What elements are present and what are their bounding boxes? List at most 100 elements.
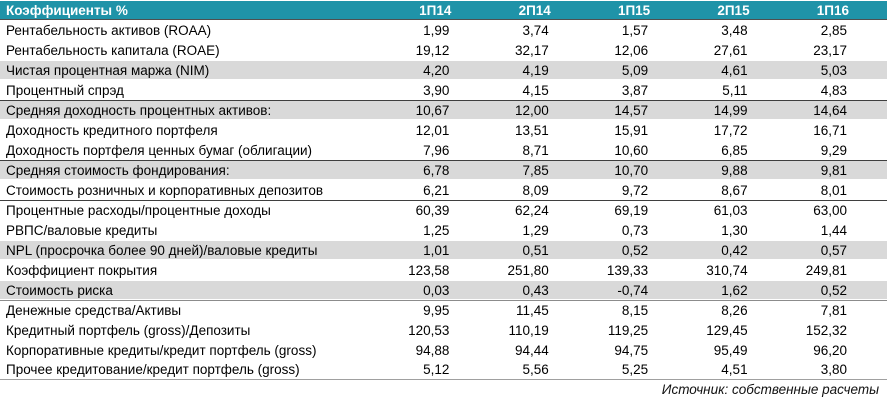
value-cell: 9,29 (787, 140, 887, 160)
value-cell: 5,11 (688, 80, 788, 100)
value-cell: 10,67 (390, 100, 490, 120)
table-row: РВПС/валовые кредиты 1,25 1,29 0,73 1,30 1,44 (0, 220, 887, 240)
value-cell: 4,51 (688, 360, 788, 380)
value-cell: 5,56 (489, 360, 589, 380)
value-cell: 1,57 (588, 20, 689, 40)
value-cell: 16,71 (787, 120, 887, 140)
value-cell: 9,88 (688, 160, 788, 180)
value-cell: 3,48 (688, 20, 788, 40)
value-cell: 8,01 (787, 180, 887, 200)
value-cell: 61,03 (688, 200, 788, 220)
row-label: Корпоративные кредиты/кредит портфель (g… (0, 340, 391, 360)
value-cell: 1,99 (390, 20, 490, 40)
value-cell: 3,90 (390, 80, 490, 100)
value-cell: 152,32 (787, 320, 887, 340)
value-cell: 11,45 (489, 300, 589, 320)
value-cell: 110,19 (489, 320, 589, 340)
row-label: Денежные средства/Активы (0, 300, 391, 320)
value-cell: 6,21 (390, 180, 490, 200)
value-cell: 0,03 (390, 280, 490, 300)
table-row: NPL (просрочка более 90 дней)/валовые кр… (0, 240, 887, 260)
value-cell: 129,45 (688, 320, 788, 340)
value-cell: 120,53 (390, 320, 490, 340)
value-cell: 12,06 (588, 40, 689, 60)
value-cell: 310,74 (688, 260, 788, 280)
table-row: Прочее кредитование/кредит портфель (gro… (0, 360, 887, 380)
value-cell: 4,15 (489, 80, 589, 100)
column-header-1p15: 1П15 (588, 1, 689, 20)
column-header-2p14: 2П14 (489, 1, 589, 20)
value-cell: 23,17 (787, 40, 887, 60)
value-cell: 7,85 (489, 160, 589, 180)
value-cell: 1,62 (688, 280, 788, 300)
table-row: Процентные расходы/процентные доходы 60,3… (0, 200, 887, 220)
table-row: Рентабельность капитала (ROAE) 19,12 32,17… (0, 40, 887, 60)
row-label: Процентные расходы/процентные доходы (0, 200, 391, 220)
header-row: Коэффициенты % 1П14 2П14 1П15 2П15 1П16 (0, 1, 887, 20)
row-label: Стоимость риска (0, 280, 391, 300)
value-cell: 123,58 (390, 260, 490, 280)
table-title: Коэффициенты % (0, 1, 391, 20)
value-cell: 119,25 (588, 320, 689, 340)
table-row: Коэффициент покрытия 123,58 251,80 139,33 31… (0, 260, 887, 280)
value-cell: 9,72 (588, 180, 689, 200)
value-cell: 96,20 (787, 340, 887, 360)
value-cell: 95,49 (688, 340, 788, 360)
value-cell: 7,96 (390, 140, 490, 160)
table-row: Стоимость риска 0,03 0,43 -0,74 1,62 0,52 (0, 280, 887, 300)
value-cell: 0,52 (787, 280, 887, 300)
value-cell: 69,19 (588, 200, 689, 220)
value-cell: 8,09 (489, 180, 589, 200)
row-label: РВПС/валовые кредиты (0, 220, 391, 240)
value-cell: 60,39 (390, 200, 490, 220)
value-cell: 12,01 (390, 120, 490, 140)
row-label: Рентабельность активов (ROAA) (0, 20, 391, 40)
value-cell: 5,25 (588, 360, 689, 380)
value-cell: 94,44 (489, 340, 589, 360)
value-cell: 3,80 (787, 360, 887, 380)
column-header-1p14: 1П14 (390, 1, 490, 20)
row-label: Прочее кредитование/кредит портфель (gro… (0, 360, 391, 380)
value-cell: 6,78 (390, 160, 490, 180)
column-header-2p15: 2П15 (688, 1, 788, 20)
value-cell: 5,12 (390, 360, 490, 380)
value-cell: 14,64 (787, 100, 887, 120)
value-cell: 14,99 (688, 100, 788, 120)
value-cell: 0,42 (688, 240, 788, 260)
value-cell: 10,60 (588, 140, 689, 160)
value-cell: 3,74 (489, 20, 589, 40)
value-cell: 2,85 (787, 20, 887, 40)
value-cell: 251,80 (489, 260, 589, 280)
value-cell: 4,61 (688, 60, 788, 80)
table-row: Доходность портфеля ценных бумаг (облига… (0, 140, 887, 160)
row-label: Стоимость розничных и корпоративных депо… (0, 180, 391, 200)
value-cell: 8,26 (688, 300, 788, 320)
value-cell: 15,91 (588, 120, 689, 140)
table-body: Рентабельность активов (ROAA) 1,99 3,74 1,5… (0, 20, 887, 380)
value-cell: 94,88 (390, 340, 490, 360)
row-label: Рентабельность капитала (ROAE) (0, 40, 391, 60)
row-label: Доходность портфеля ценных бумаг (облига… (0, 140, 391, 160)
row-label: Кредитный портфель (gross)/Депозиты (0, 320, 391, 340)
row-label: Коэффициент покрытия (0, 260, 391, 280)
row-label: NPL (просрочка более 90 дней)/валовые кр… (0, 240, 391, 260)
value-cell: 1,25 (390, 220, 490, 240)
value-cell: 0,51 (489, 240, 589, 260)
value-cell: 5,09 (588, 60, 689, 80)
row-label: Чистая процентная маржа (NIM) (0, 60, 391, 80)
table-row: Средняя доходность процентных активов: 10… (0, 100, 887, 120)
value-cell: 10,70 (588, 160, 689, 180)
column-header-1p16: 1П16 (787, 1, 887, 20)
value-cell: 19,12 (390, 40, 490, 60)
value-cell: 17,72 (688, 120, 788, 140)
value-cell: 9,81 (787, 160, 887, 180)
value-cell: 4,83 (787, 80, 887, 100)
table-row: Средняя стоимость фондирования: 6,78 7,85 1… (0, 160, 887, 180)
value-cell: 9,95 (390, 300, 490, 320)
value-cell: 4,20 (390, 60, 490, 80)
table-row: Доходность кредитного портфеля 12,01 13,51… (0, 120, 887, 140)
value-cell: 0,43 (489, 280, 589, 300)
ratios-table: Коэффициенты % 1П14 2П14 1П15 2П15 1П16 … (0, 1, 887, 380)
row-label: Средняя доходность процентных активов: (0, 100, 391, 120)
value-cell: 1,30 (688, 220, 788, 240)
